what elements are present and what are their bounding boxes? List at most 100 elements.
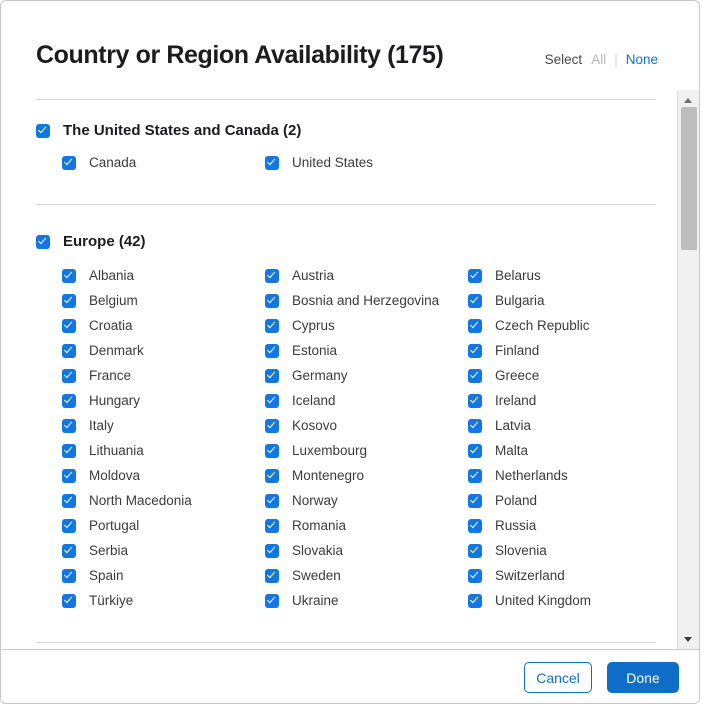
list-item[interactable]: Switzerland (468, 563, 591, 588)
country-checkbox[interactable] (265, 493, 279, 508)
list-item[interactable]: Italy (62, 413, 192, 438)
list-item[interactable]: Greece (468, 363, 591, 388)
list-item[interactable]: Belgium (62, 288, 192, 313)
country-checkbox[interactable] (468, 393, 482, 408)
country-checkbox[interactable] (468, 443, 482, 458)
list-item[interactable]: Germany (265, 363, 439, 388)
list-item[interactable]: Romania (265, 513, 439, 538)
list-item[interactable]: Estonia (265, 338, 439, 363)
country-checkbox[interactable] (265, 368, 279, 383)
list-item[interactable]: Lithuania (62, 438, 192, 463)
country-checkbox[interactable] (62, 593, 76, 608)
scrollbar-thumb[interactable] (681, 107, 697, 250)
select-all-link[interactable]: All (591, 52, 607, 67)
group-header[interactable]: Europe (42) (36, 233, 146, 250)
country-checkbox[interactable] (62, 268, 76, 283)
list-item[interactable]: Spain (62, 563, 192, 588)
country-checkbox[interactable] (265, 393, 279, 408)
list-item[interactable]: Latvia (468, 413, 591, 438)
country-checkbox[interactable] (468, 418, 482, 433)
country-checkbox[interactable] (62, 468, 76, 483)
group-checkbox[interactable] (36, 123, 50, 138)
country-checkbox[interactable] (265, 418, 279, 433)
list-item[interactable]: Czech Republic (468, 313, 591, 338)
list-item[interactable]: Bulgaria (468, 288, 591, 313)
list-item[interactable]: Iceland (265, 388, 439, 413)
list-item[interactable]: Portugal (62, 513, 192, 538)
list-item[interactable]: Kosovo (265, 413, 439, 438)
list-item[interactable]: Moldova (62, 463, 192, 488)
country-checkbox[interactable] (62, 343, 76, 358)
country-checkbox[interactable] (62, 368, 76, 383)
country-checkbox[interactable] (265, 593, 279, 608)
country-checkbox[interactable] (265, 543, 279, 558)
country-checkbox[interactable] (265, 155, 279, 170)
list-item[interactable]: Croatia (62, 313, 192, 338)
country-checkbox[interactable] (62, 155, 76, 170)
country-checkbox[interactable] (468, 568, 482, 583)
list-item[interactable]: North Macedonia (62, 488, 192, 513)
list-item[interactable]: Cyprus (265, 313, 439, 338)
list-item[interactable]: Malta (468, 438, 591, 463)
list-item[interactable]: United States (265, 150, 373, 175)
country-checkbox[interactable] (468, 593, 482, 608)
list-item[interactable]: Ireland (468, 388, 591, 413)
list-item[interactable]: United Kingdom (468, 588, 591, 613)
list-item[interactable]: Austria (265, 263, 439, 288)
list-item[interactable]: Denmark (62, 338, 192, 363)
country-checkbox[interactable] (468, 343, 482, 358)
list-item[interactable]: Poland (468, 488, 591, 513)
country-checkbox[interactable] (468, 268, 482, 283)
list-item[interactable]: Bosnia and Herzegovina (265, 288, 439, 313)
country-checkbox[interactable] (62, 393, 76, 408)
country-checkbox[interactable] (62, 568, 76, 583)
select-none-link[interactable]: None (625, 52, 658, 67)
country-checkbox[interactable] (62, 518, 76, 533)
country-checkbox[interactable] (265, 318, 279, 333)
country-checkbox[interactable] (62, 543, 76, 558)
group-checkbox[interactable] (36, 234, 50, 249)
country-checkbox[interactable] (62, 493, 76, 508)
list-item[interactable]: Slovenia (468, 538, 591, 563)
country-checkbox[interactable] (265, 443, 279, 458)
country-checkbox[interactable] (468, 368, 482, 383)
country-checkbox[interactable] (468, 493, 482, 508)
list-item[interactable]: Canada (62, 150, 136, 175)
country-checkbox[interactable] (468, 468, 482, 483)
country-checkbox[interactable] (265, 468, 279, 483)
vertical-scrollbar[interactable] (677, 90, 699, 650)
list-item[interactable]: Hungary (62, 388, 192, 413)
region-list-scroll-area[interactable]: The United States and Canada (2) Canada … (1, 91, 679, 650)
country-checkbox[interactable] (62, 293, 76, 308)
country-checkbox[interactable] (62, 418, 76, 433)
list-item[interactable]: Luxembourg (265, 438, 439, 463)
list-item[interactable]: Serbia (62, 538, 192, 563)
country-checkbox[interactable] (265, 268, 279, 283)
list-item[interactable]: France (62, 363, 192, 388)
list-item[interactable]: Montenegro (265, 463, 439, 488)
country-checkbox[interactable] (468, 318, 482, 333)
country-checkbox[interactable] (265, 293, 279, 308)
list-item[interactable]: Belarus (468, 263, 591, 288)
country-checkbox[interactable] (265, 343, 279, 358)
list-item[interactable]: Albania (62, 263, 192, 288)
list-item[interactable]: Norway (265, 488, 439, 513)
list-item[interactable]: Finland (468, 338, 591, 363)
country-checkbox[interactable] (62, 443, 76, 458)
done-button[interactable]: Done (607, 662, 679, 693)
country-checkbox[interactable] (468, 518, 482, 533)
country-checkbox[interactable] (62, 318, 76, 333)
list-item[interactable]: Russia (468, 513, 591, 538)
country-checkbox[interactable] (468, 543, 482, 558)
cancel-button[interactable]: Cancel (524, 662, 592, 693)
list-item[interactable]: Slovakia (265, 538, 439, 563)
list-item[interactable]: Ukraine (265, 588, 439, 613)
list-item[interactable]: Netherlands (468, 463, 591, 488)
list-item[interactable]: Türkiye (62, 588, 192, 613)
country-checkbox[interactable] (468, 293, 482, 308)
country-checkbox[interactable] (265, 518, 279, 533)
country-checkbox[interactable] (265, 568, 279, 583)
group-header[interactable]: The United States and Canada (2) (36, 122, 301, 139)
scroll-down-arrow-icon[interactable] (678, 631, 699, 647)
scroll-up-arrow-icon[interactable] (678, 92, 699, 108)
